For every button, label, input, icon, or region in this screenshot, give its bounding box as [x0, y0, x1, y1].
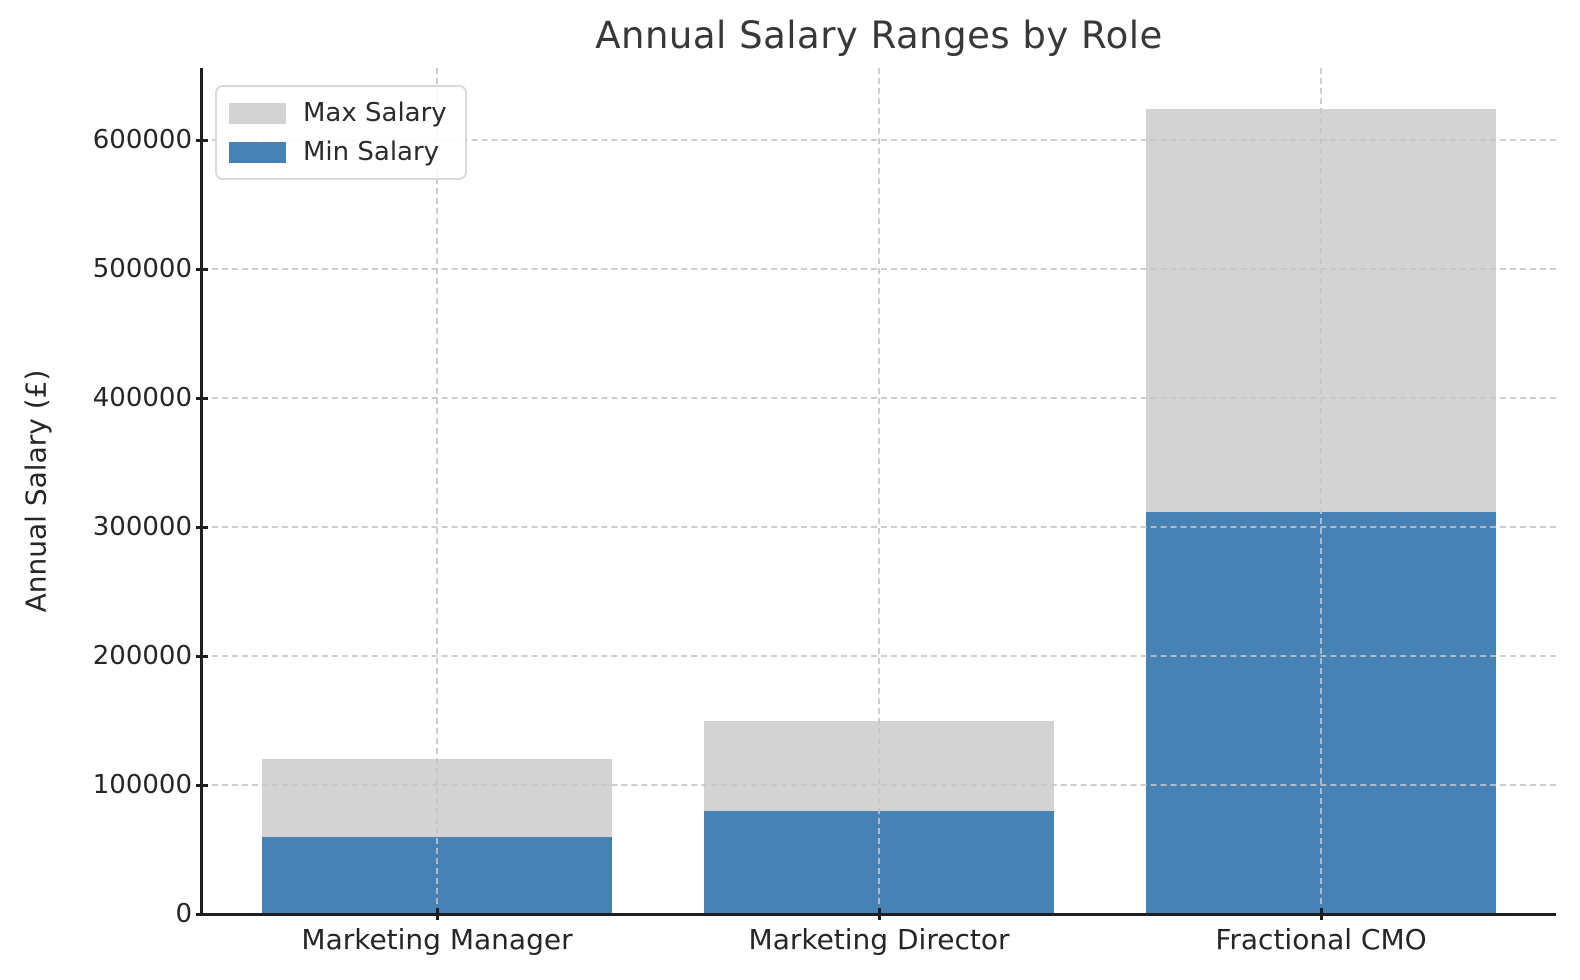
- v-gridline-0: [436, 68, 438, 914]
- x-tick-label-2: Fractional CMO: [1215, 923, 1427, 956]
- y-tick-label-0: 0: [175, 899, 192, 929]
- x-tick-label-1: Marketing Director: [748, 923, 1010, 956]
- y-tick-400000: [196, 396, 208, 400]
- y-axis-spine: [200, 68, 203, 914]
- x-tick-0: [435, 908, 439, 920]
- legend-label-min-salary: Min Salary: [303, 137, 440, 167]
- max-salary-swatch: [229, 102, 286, 124]
- plot-area: Max Salary Min Salary: [200, 68, 1556, 916]
- x-tick-label-0: Marketing Manager: [301, 923, 573, 956]
- grid-layer: [202, 68, 1556, 914]
- y-tick-label-200000: 200000: [92, 641, 192, 672]
- y-tick-300000: [196, 525, 208, 529]
- y-tick-100000: [196, 783, 208, 787]
- legend-label-max-salary: Max Salary: [303, 98, 447, 128]
- y-tick-200000: [196, 654, 208, 658]
- chart-title: Annual Salary Ranges by Role: [595, 14, 1163, 57]
- y-tick-600000: [196, 138, 208, 142]
- y-tick-label-400000: 400000: [92, 383, 192, 414]
- y-tick-label-500000: 500000: [92, 254, 192, 285]
- x-tick-2: [1319, 908, 1323, 920]
- legend: Max Salary Min Salary: [215, 85, 467, 180]
- y-tick-500000: [196, 267, 208, 271]
- y-tick-label-100000: 100000: [92, 770, 192, 801]
- v-gridline-1: [878, 68, 880, 914]
- v-gridline-2: [1320, 68, 1322, 914]
- legend-item-max-salary: Max Salary: [229, 98, 447, 128]
- legend-item-min-salary: Min Salary: [229, 137, 447, 167]
- y-tick-label-300000: 300000: [92, 512, 192, 543]
- y-tick-0: [196, 912, 208, 916]
- y-tick-label-600000: 600000: [92, 125, 192, 156]
- min-salary-swatch: [229, 141, 286, 163]
- x-tick-1: [877, 908, 881, 920]
